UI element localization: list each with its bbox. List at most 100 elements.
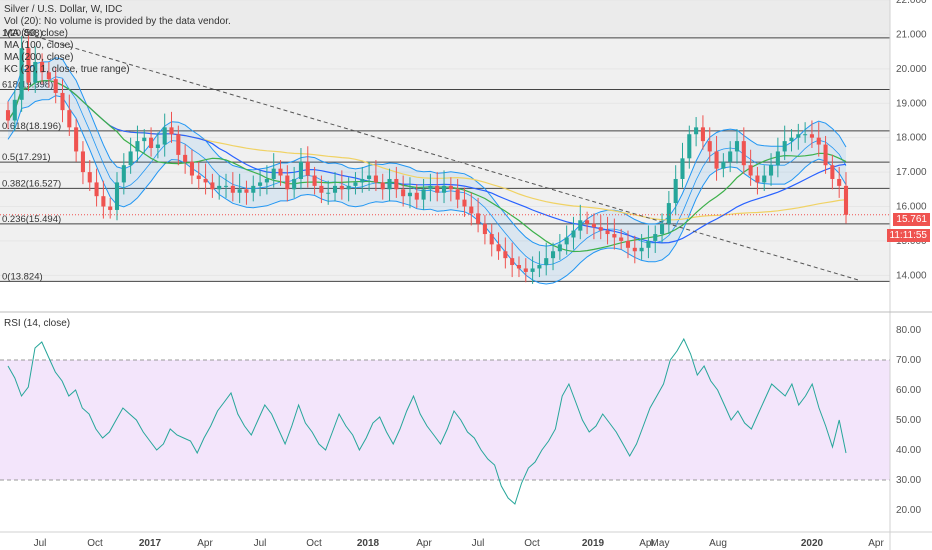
candle-body [26, 48, 31, 83]
legend-title: Silver / U.S. Dollar, W, IDC [4, 4, 123, 15]
candle-body [769, 165, 774, 176]
candle-body [544, 258, 549, 266]
candle-body [830, 165, 835, 179]
rsi-tick-label: 40.00 [896, 445, 921, 456]
candle-body [373, 175, 378, 183]
price-tick-label: 21.000 [896, 29, 927, 40]
candle-body [183, 154, 188, 162]
candle-body [60, 92, 65, 111]
candle-body [380, 182, 385, 190]
time-tick-label: 2019 [582, 538, 605, 549]
rsi-line [7, 337, 847, 505]
candle-body [360, 178, 365, 183]
candle-body [625, 240, 631, 248]
candle-body [114, 182, 120, 210]
candle-body [823, 144, 828, 166]
candle-body [319, 185, 324, 193]
price-tick-label: 19.000 [896, 98, 927, 109]
legend-ma200: MA (200, close) [4, 52, 74, 63]
candle-body [142, 137, 147, 142]
candle-body [660, 223, 665, 235]
time-tick-label: 2020 [801, 538, 824, 549]
time-tick-label: Oct [524, 538, 540, 549]
fib-label: 0.5(17.291) [2, 152, 51, 163]
candle-body [503, 251, 508, 259]
legend-ma100: MA (100, close) [4, 40, 74, 51]
last-price-tag: 15.761 [893, 213, 930, 226]
time-tick-label: 2018 [357, 538, 380, 549]
candle-body [353, 182, 358, 186]
price-tick-label: 16.000 [896, 202, 927, 213]
price-tick-label: 20.000 [896, 64, 927, 75]
fib-label: 0.382(16.527) [2, 178, 61, 189]
time-tick-label: Oct [306, 538, 322, 549]
candle-body [734, 141, 740, 152]
time-tick-label: Apr [868, 538, 884, 549]
candle-body [653, 234, 658, 241]
candle-body [578, 220, 583, 231]
candle-body [537, 265, 542, 269]
candle-body [12, 99, 17, 121]
candle-body [462, 199, 467, 207]
candle-body [557, 244, 562, 252]
candle-body [775, 151, 780, 166]
candle-body [87, 172, 92, 183]
ma50-line [7, 79, 847, 253]
candle-body [176, 134, 181, 155]
candle-body [598, 227, 603, 231]
candle-body [53, 79, 58, 93]
candle-body [550, 251, 556, 259]
time-tick-label: Apr [197, 538, 213, 549]
candle-body [346, 185, 351, 190]
candle-body [646, 240, 651, 248]
candle-body [496, 244, 501, 252]
price-tick-label: 17.000 [896, 167, 927, 178]
candle-body [666, 203, 671, 224]
fib-label: 0.236(15.494) [2, 214, 61, 225]
candle-body [278, 168, 283, 176]
price-tick-label: 22.000 [896, 0, 927, 6]
candle-body [292, 178, 297, 190]
candle-body [585, 220, 590, 224]
candle-body [523, 268, 528, 272]
candle-body [612, 234, 617, 238]
candle-body [196, 175, 201, 179]
candle-body [639, 247, 644, 252]
candle-body [169, 127, 174, 135]
upper-zone [0, 0, 890, 38]
candle-body [680, 158, 685, 179]
candle-body [441, 185, 447, 193]
legend-ma50: MA (50, close) [4, 28, 68, 39]
candle-body [489, 234, 494, 245]
candle-body [312, 175, 317, 186]
candle-body [80, 151, 85, 173]
candle-body [673, 178, 678, 204]
candle-body [128, 151, 133, 166]
time-tick-label: May [651, 538, 670, 549]
candle-body [564, 237, 569, 245]
candle-body [394, 178, 399, 190]
legend: Silver / U.S. Dollar, W, IDC Vol (20): N… [4, 4, 231, 76]
candle-body [530, 268, 535, 272]
candle-body [67, 110, 72, 128]
candle-body [455, 189, 460, 200]
candle-body [721, 161, 726, 169]
rsi-tick-label: 60.00 [896, 385, 921, 396]
candle-body [285, 175, 290, 190]
time-tick-label: 2017 [139, 538, 162, 549]
fib-label: 618(19.398) [2, 80, 53, 91]
candle-body [435, 185, 440, 193]
candle-body [74, 127, 79, 152]
candle-body [516, 265, 522, 269]
candle-body [223, 185, 229, 187]
candle-body [407, 192, 413, 197]
rsi-tick-label: 20.00 [896, 505, 921, 516]
candle-body [428, 185, 433, 190]
candle-body [837, 178, 842, 186]
time-tick-label: Apr [639, 538, 655, 549]
candle-body [298, 161, 304, 179]
candle-body [843, 185, 849, 215]
time-tick-label: Oct [87, 538, 103, 549]
candle-body [189, 161, 194, 176]
candle-body [782, 141, 787, 152]
